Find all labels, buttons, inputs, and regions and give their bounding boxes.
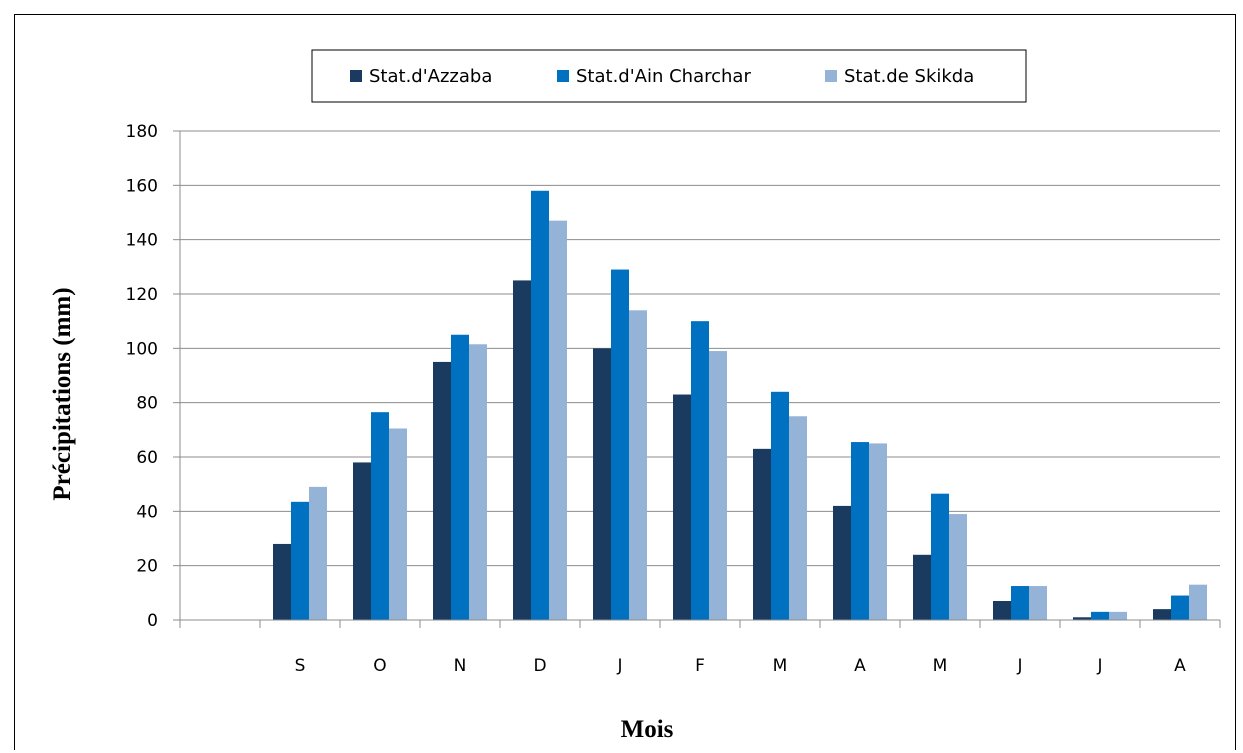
legend-swatch-ain-charchar: [557, 70, 569, 82]
legend-swatch-azzaba: [350, 70, 362, 82]
bar: [531, 190, 549, 620]
bar: [273, 543, 291, 620]
legend-label-skikda: Stat.de Skikda: [844, 66, 974, 87]
x-tick-label: A: [1174, 656, 1186, 676]
bar: [433, 361, 451, 620]
bar: [353, 462, 371, 620]
bar: [513, 280, 531, 620]
y-tick-label: 20: [136, 557, 158, 577]
legend-label-ain-charchar: Stat.d'Ain Charchar: [576, 66, 751, 87]
bar: [629, 310, 647, 620]
y-axis-title: Précipitations (mm): [49, 287, 76, 500]
bar: [593, 348, 611, 620]
bar: [833, 505, 851, 620]
bar: [371, 412, 389, 620]
bar: [993, 600, 1011, 620]
bar: [1091, 611, 1109, 620]
bar: [709, 351, 727, 620]
y-tick-label: 120: [126, 285, 158, 305]
bar: [949, 514, 967, 620]
bar: [389, 428, 407, 620]
bar: [1011, 586, 1029, 620]
bar: [1153, 609, 1171, 620]
y-tick-label: 80: [136, 394, 158, 414]
bar: [1189, 584, 1207, 620]
bar: [611, 269, 629, 620]
bar: [691, 321, 709, 620]
y-axis-ticks: 0 20 40 60 80 100 120 140 160 180: [126, 122, 181, 631]
y-tick-label: 140: [126, 231, 158, 251]
x-tick-label: J: [1096, 656, 1102, 676]
x-tick-label: D: [533, 656, 546, 676]
legend: Stat.d'Azzaba Stat.d'Ain Charchar Stat.d…: [311, 49, 1027, 103]
bar: [913, 554, 931, 620]
x-tick-label: F: [695, 656, 705, 676]
x-tick-label: M: [933, 656, 948, 676]
bar: [869, 443, 887, 620]
x-axis: [179, 619, 1221, 628]
x-tick-label: J: [616, 656, 622, 676]
bar: [673, 394, 691, 620]
y-tick-label: 100: [126, 339, 158, 359]
y-tick-label: 0: [147, 611, 158, 631]
x-tick-label: O: [373, 656, 386, 676]
bar: [753, 448, 771, 620]
x-tick-label: M: [773, 656, 788, 676]
bar: [469, 344, 487, 620]
y-tick-label: 40: [136, 502, 158, 522]
bar: [309, 486, 327, 620]
bar: [1073, 617, 1091, 620]
legend-swatch-skikda: [825, 70, 837, 82]
bar: [1171, 595, 1189, 620]
bar: [1029, 586, 1047, 620]
y-tick-label: 60: [136, 448, 158, 468]
x-tick-label: N: [454, 656, 467, 676]
bar: [451, 334, 469, 620]
bar: [291, 501, 309, 620]
bar: [549, 220, 567, 620]
bar: [771, 391, 789, 620]
bar: [851, 442, 869, 620]
bar: [931, 493, 949, 620]
y-tick-label: 160: [126, 176, 158, 196]
bar: [789, 416, 807, 620]
y-tick-label: 180: [126, 122, 158, 142]
bar: [1109, 611, 1127, 620]
x-tick-label: S: [295, 656, 306, 676]
x-tick-label: A: [854, 656, 866, 676]
legend-box: [311, 49, 1027, 103]
x-tick-label: J: [1016, 656, 1022, 676]
bars: [273, 190, 1207, 620]
legend-label-azzaba: Stat.d'Azzaba: [369, 66, 492, 87]
x-axis-title: Mois: [621, 716, 674, 743]
